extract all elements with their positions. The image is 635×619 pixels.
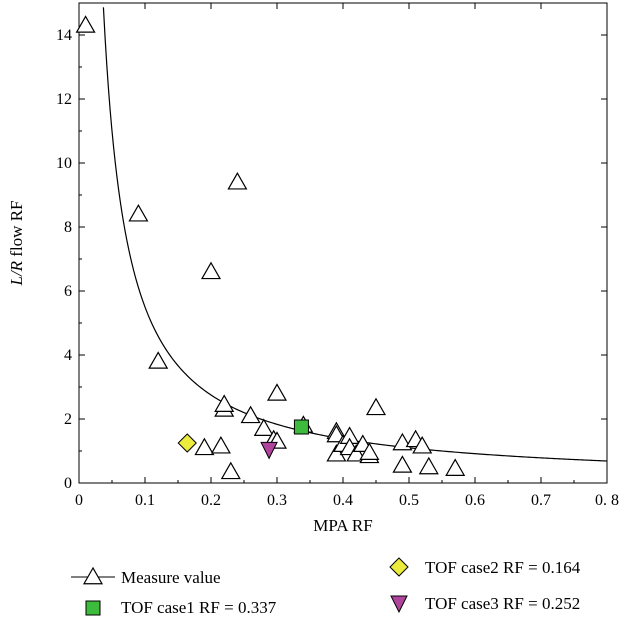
legend-item: TOF case1 RF = 0.337 bbox=[85, 598, 277, 617]
y-tick-label: 10 bbox=[56, 155, 72, 172]
data-point-series-0 bbox=[365, 397, 387, 416]
legend-label: Measure value bbox=[121, 568, 221, 587]
fit-curve bbox=[102, 7, 608, 462]
legend-item: Measure value bbox=[71, 566, 221, 587]
y-tick-label: 4 bbox=[64, 347, 72, 364]
plot-frame bbox=[78, 2, 608, 484]
legend-marker bbox=[390, 595, 408, 614]
y-tick-label: 8 bbox=[64, 219, 72, 236]
y-tick-label: 2 bbox=[64, 411, 72, 428]
x-axis: 0 0.1 0.2 0.3 0.4 0.5 0.6 0.7 0. 8 bbox=[75, 3, 619, 509]
legend-label: TOF case2 RF = 0.164 bbox=[425, 558, 581, 577]
data-point-series-0 bbox=[346, 443, 367, 462]
data-point-series-0 bbox=[214, 394, 235, 412]
legend: Measure value TOF case1 RF = 0.337 TOF cas… bbox=[71, 557, 581, 617]
data-point-series-0 bbox=[240, 405, 261, 424]
data-point-series-0 bbox=[412, 435, 433, 454]
x-tick-label: 0.5 bbox=[399, 492, 419, 509]
x-tick-label: 0.2 bbox=[201, 492, 221, 509]
data-point-series-0 bbox=[148, 351, 169, 369]
data-point-series-0 bbox=[75, 15, 96, 33]
x-tick-label: 0.7 bbox=[531, 492, 551, 509]
data-point-series-0 bbox=[194, 437, 215, 456]
data-point-series-0 bbox=[128, 203, 149, 222]
data-point-series-0 bbox=[210, 435, 231, 454]
data-point-series-2 bbox=[177, 433, 197, 453]
y-axis-title: L/R flow RF bbox=[7, 200, 26, 286]
y-axis-title-italic: L/R bbox=[7, 260, 26, 286]
y-tick-label: 6 bbox=[64, 283, 72, 300]
y-axis: 0 2 4 6 8 10 12 14 bbox=[56, 27, 607, 492]
x-tick-label: 0.4 bbox=[333, 492, 353, 509]
x-axis-title: MPA RF bbox=[313, 516, 372, 535]
y-tick-label: 0 bbox=[64, 475, 72, 492]
data-point-series-0 bbox=[445, 458, 466, 476]
data-point-series-0 bbox=[266, 383, 288, 401]
legend-label: TOF case1 RF = 0.337 bbox=[121, 598, 277, 617]
data-point-series-0 bbox=[326, 424, 347, 443]
plot-area bbox=[78, 2, 608, 484]
data-point-series-0 bbox=[253, 418, 274, 436]
x-tick-label: 0 bbox=[75, 492, 83, 509]
fit-curve-layer bbox=[102, 7, 608, 462]
markers-layer bbox=[75, 15, 466, 480]
x-tick-label: 0.3 bbox=[267, 492, 287, 509]
y-tick-label: 14 bbox=[56, 27, 72, 44]
y-axis-title-rest: flow RF bbox=[7, 200, 26, 260]
data-point-series-0 bbox=[227, 171, 248, 190]
data-point-series-0 bbox=[392, 455, 413, 473]
data-point-series-0 bbox=[200, 261, 222, 280]
x-tick-label: 0. 8 bbox=[595, 492, 619, 509]
data-point-series-0 bbox=[359, 442, 380, 460]
x-tick-label: 0.1 bbox=[135, 492, 155, 509]
legend-item: TOF case2 RF = 0.164 bbox=[389, 557, 581, 577]
legend-marker bbox=[82, 566, 104, 585]
legend-marker bbox=[85, 600, 101, 616]
x-tick-label: 0.6 bbox=[465, 492, 485, 509]
legend-item: TOF case3 RF = 0.252 bbox=[390, 594, 580, 614]
data-point-series-3 bbox=[260, 441, 278, 460]
legend-marker bbox=[389, 557, 409, 577]
y-tick-label: 12 bbox=[56, 91, 72, 108]
data-point-series-0 bbox=[418, 456, 439, 475]
legend-label: TOF case3 RF = 0.252 bbox=[425, 594, 580, 613]
data-point-series-0 bbox=[220, 461, 241, 480]
data-point-series-1 bbox=[293, 419, 309, 435]
